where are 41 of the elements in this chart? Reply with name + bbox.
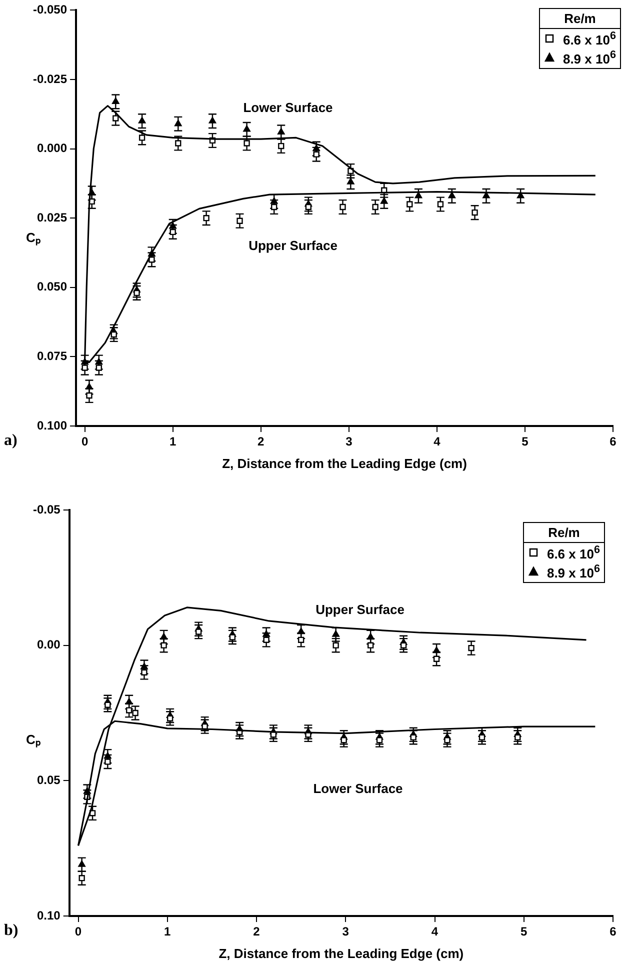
y-axis-title: Cₚ	[26, 731, 40, 748]
y-tick-label: 0.025	[36, 210, 68, 224]
legend-label: 8.9 x 10$^{6}$	[562, 49, 616, 67]
y-tick-label: 0.075	[36, 349, 68, 364]
x-tick-label: 0	[74, 924, 82, 939]
annotation: Upper Surface	[248, 238, 338, 253]
y-tick-label: 0.050	[36, 280, 68, 294]
text: a)	[4, 432, 18, 450]
y-tick-label: 0.00	[36, 638, 61, 652]
y-tick-label: -0.025	[32, 72, 68, 86]
x-tick-label: 2	[258, 434, 265, 449]
y-tick-label: -0.05	[32, 502, 61, 516]
annotation: Lower Surface	[243, 100, 333, 115]
legend-title: Re/m	[540, 9, 620, 29]
x-tick-label: 1	[164, 924, 172, 939]
x-axis-title: Z, Distance from the Leading Edge (cm)	[218, 946, 464, 961]
annotation: Lower Surface	[313, 781, 403, 796]
y-tick-label: 0.10	[36, 908, 61, 922]
x-tick-label: 6	[610, 434, 617, 449]
legend-label: 6.6 x 10$^{6}$	[562, 30, 616, 48]
x-tick-label: 6	[610, 924, 617, 939]
y-axis-title: Cₚ	[26, 229, 40, 246]
legend-label: 8.9 x 10$^{6}$	[546, 563, 600, 581]
y-tick-label: 0.100	[36, 418, 68, 432]
x-tick-label: 5	[520, 924, 528, 939]
y-tick-label: 0.000	[36, 141, 68, 156]
x-tick-label: 0	[81, 434, 88, 449]
legend-label: 6.6 x 10$^{6}$	[546, 544, 600, 562]
x-axis-title: Z, Distance from the Leading Edge (cm)	[222, 456, 467, 471]
x-tick-label: 3	[346, 434, 353, 449]
x-tick-label: 5	[522, 434, 529, 449]
y-tick-label: -0.050	[32, 2, 68, 17]
x-tick-label: 4	[431, 924, 438, 939]
legend-title: Re/m	[524, 523, 604, 543]
text: b)	[4, 922, 18, 940]
x-tick-label: 1	[170, 434, 177, 449]
x-tick-label: 4	[434, 434, 441, 449]
x-tick-label: 2	[253, 924, 260, 939]
annotation: Upper Surface	[316, 602, 404, 617]
x-tick-label: 3	[342, 924, 350, 939]
y-tick-label: 0.05	[36, 772, 61, 787]
